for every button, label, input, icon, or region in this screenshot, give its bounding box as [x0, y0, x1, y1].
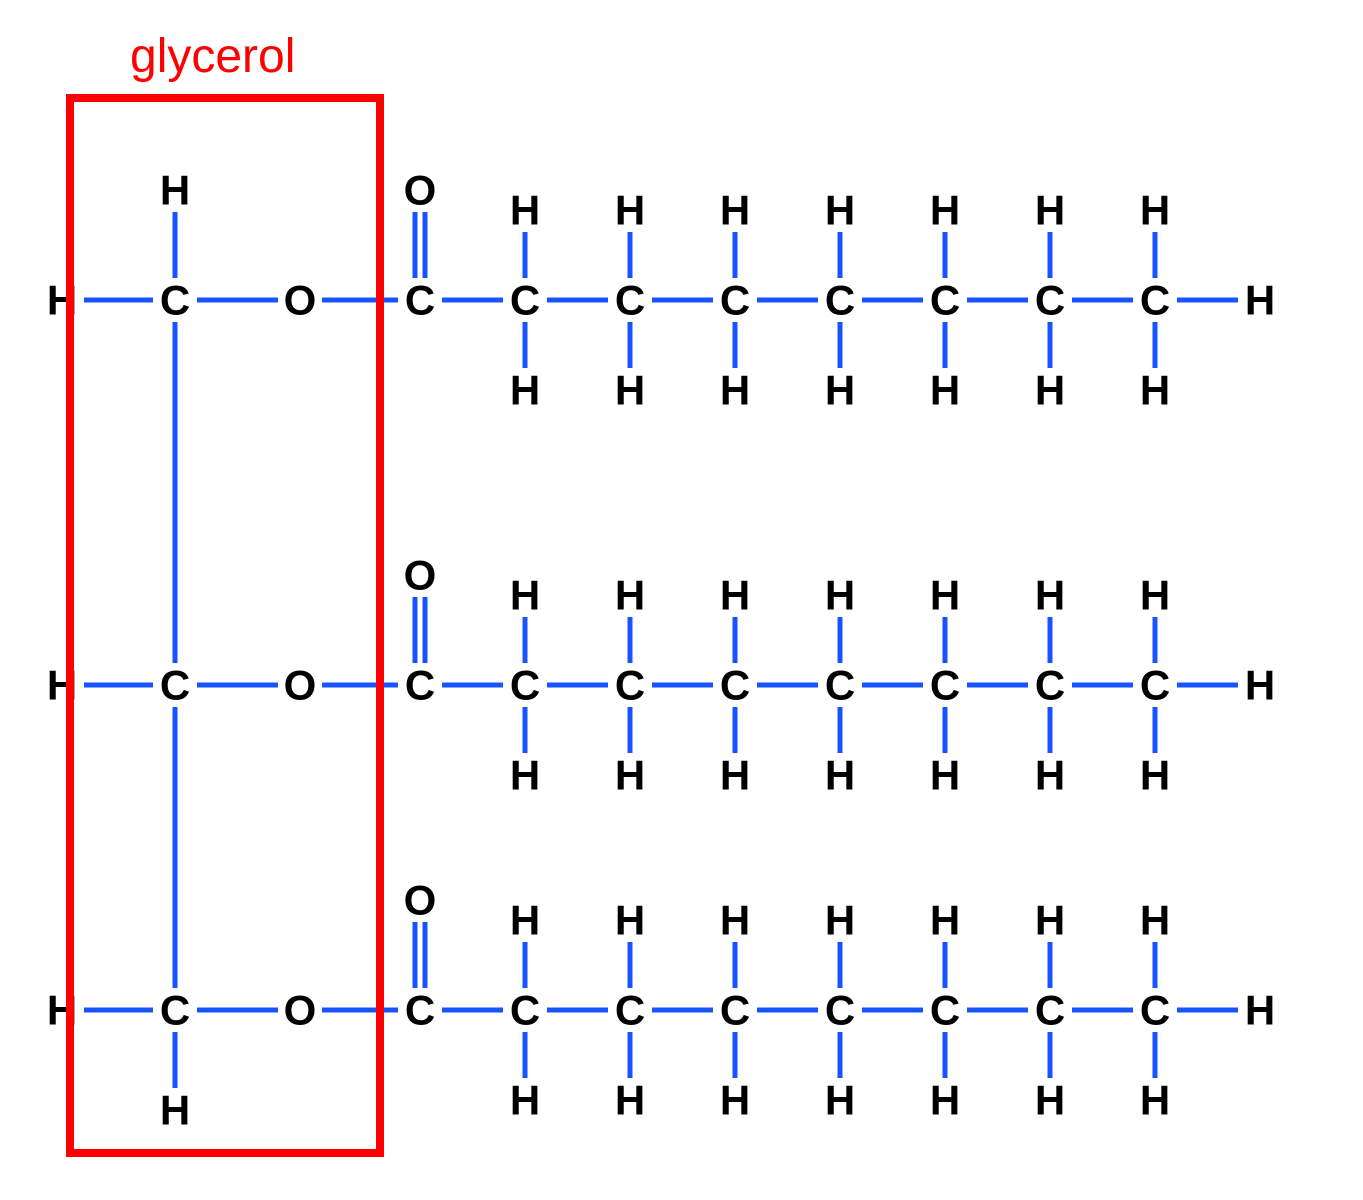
- atom-h: H: [1140, 367, 1170, 414]
- atom-h: H: [1035, 752, 1065, 799]
- atom-h: H: [930, 187, 960, 234]
- atom-h: H: [1035, 187, 1065, 234]
- atom-h: H: [510, 572, 540, 619]
- atom-h: H: [720, 572, 750, 619]
- atom-c: C: [160, 987, 190, 1034]
- atom-h: H: [825, 367, 855, 414]
- atom-h: H: [825, 187, 855, 234]
- atom-c: C: [930, 987, 960, 1034]
- atom-h: H: [930, 367, 960, 414]
- atom-h: H: [1035, 367, 1065, 414]
- atom-h: H: [720, 187, 750, 234]
- atom-o: O: [284, 987, 317, 1034]
- atom-h: H: [160, 167, 190, 214]
- atom-c: C: [615, 277, 645, 324]
- atom-c: C: [1035, 277, 1065, 324]
- atom-h: H: [930, 572, 960, 619]
- atom-o: O: [404, 167, 437, 214]
- atom-c: C: [615, 662, 645, 709]
- atom-h: H: [825, 572, 855, 619]
- atom-h: H: [720, 897, 750, 944]
- atom-h: H: [1140, 752, 1170, 799]
- atom-h: H: [825, 897, 855, 944]
- atom-c: C: [930, 277, 960, 324]
- glycerol-label: glycerol: [130, 30, 295, 83]
- atom-h: H: [930, 752, 960, 799]
- atom-o: O: [284, 277, 317, 324]
- atom-h: H: [510, 187, 540, 234]
- atom-c: C: [160, 662, 190, 709]
- atom-h: H: [615, 572, 645, 619]
- atom-h: H: [1245, 662, 1275, 709]
- atom-h: H: [930, 897, 960, 944]
- atom-c: C: [615, 987, 645, 1034]
- atom-c: C: [825, 662, 855, 709]
- atom-h: H: [930, 1077, 960, 1124]
- atom-h: H: [720, 752, 750, 799]
- atom-h: H: [1035, 897, 1065, 944]
- atom-c: C: [405, 662, 435, 709]
- atom-h: H: [1140, 187, 1170, 234]
- atom-h: H: [1035, 572, 1065, 619]
- atom-h: H: [1245, 277, 1275, 324]
- atom-o: O: [284, 662, 317, 709]
- atom-c: C: [510, 987, 540, 1034]
- atom-c: C: [405, 987, 435, 1034]
- atom-h: H: [160, 1087, 190, 1134]
- atom-o: O: [404, 877, 437, 924]
- atom-o: O: [404, 552, 437, 599]
- atom-c: C: [1035, 662, 1065, 709]
- atom-h: H: [825, 1077, 855, 1124]
- atom-c: C: [510, 277, 540, 324]
- atom-h: H: [720, 1077, 750, 1124]
- atom-c: C: [825, 987, 855, 1034]
- atom-c: C: [720, 277, 750, 324]
- atom-h: H: [510, 752, 540, 799]
- atom-h: H: [1140, 897, 1170, 944]
- atom-h: H: [1140, 1077, 1170, 1124]
- atom-c: C: [1140, 987, 1170, 1034]
- atom-h: H: [615, 187, 645, 234]
- atom-h: H: [1035, 1077, 1065, 1124]
- atom-c: C: [510, 662, 540, 709]
- atom-h: H: [510, 897, 540, 944]
- atom-c: C: [405, 277, 435, 324]
- atom-h: H: [615, 897, 645, 944]
- atom-c: C: [1140, 662, 1170, 709]
- atom-c: C: [720, 987, 750, 1034]
- atom-h: H: [510, 367, 540, 414]
- atom-h: H: [1245, 987, 1275, 1034]
- atom-c: C: [720, 662, 750, 709]
- atom-c: C: [825, 277, 855, 324]
- atom-h: H: [825, 752, 855, 799]
- atom-h: H: [615, 752, 645, 799]
- glycerol-highlight-box: [70, 98, 380, 1153]
- atom-h: H: [510, 1077, 540, 1124]
- atom-h: H: [1140, 572, 1170, 619]
- atom-c: C: [1035, 987, 1065, 1034]
- atom-c: C: [1140, 277, 1170, 324]
- atom-h: H: [615, 1077, 645, 1124]
- atom-h: H: [720, 367, 750, 414]
- atom-h: H: [615, 367, 645, 414]
- atom-c: C: [930, 662, 960, 709]
- atom-c: C: [160, 277, 190, 324]
- triglyceride-diagram: HCOHCOHCOHHCOCHHCHHCHHCHHCHHCHHCHHHCOCHH…: [0, 0, 1363, 1200]
